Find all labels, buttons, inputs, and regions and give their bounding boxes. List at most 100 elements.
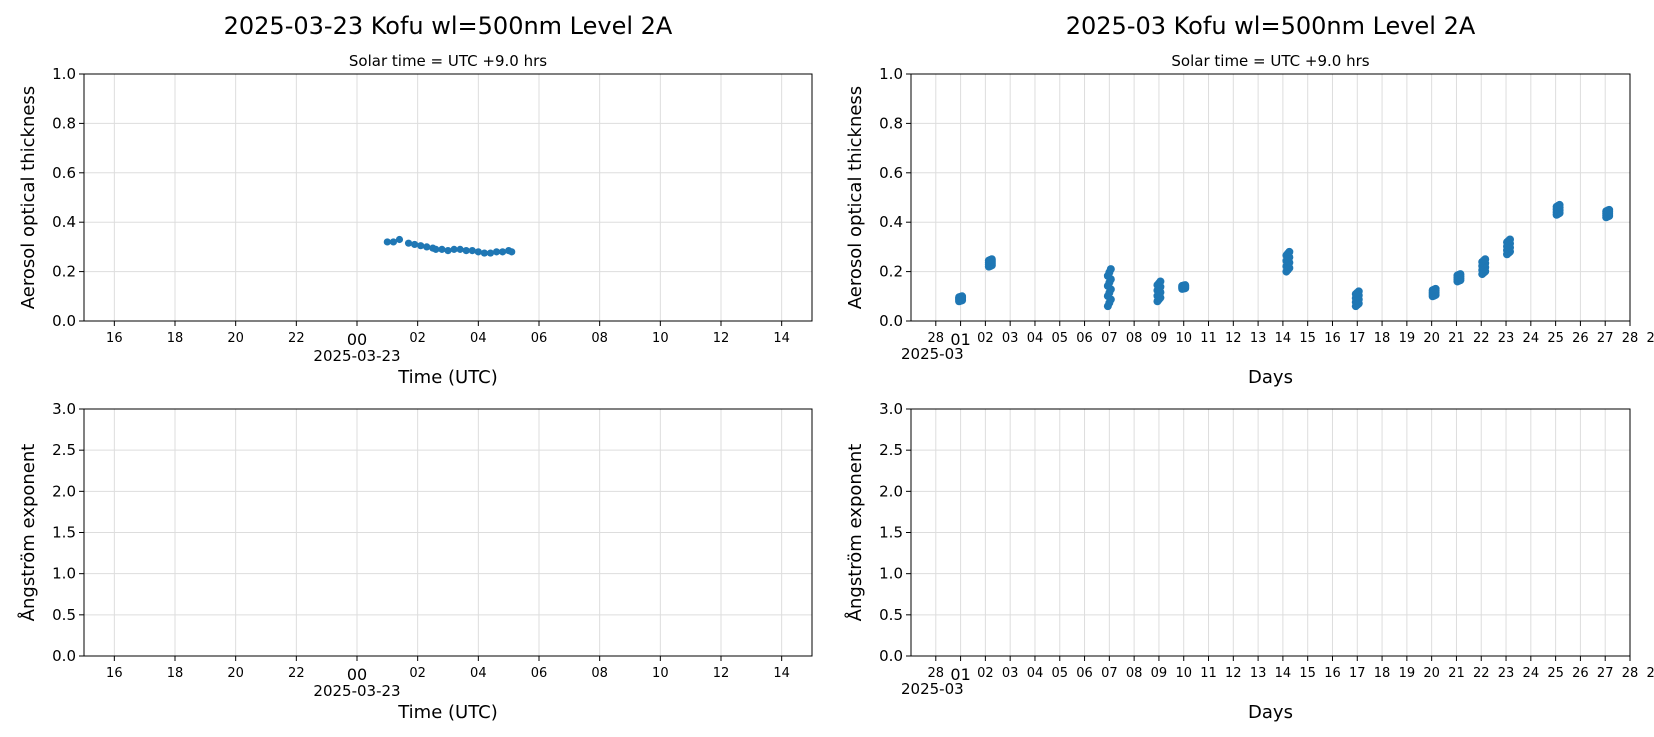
data-point: [395, 235, 404, 244]
data-point: [1181, 281, 1190, 290]
gridlines: [911, 73, 1631, 322]
y-tick-label: 2.0: [52, 482, 76, 500]
x-tick-label: 02: [977, 666, 994, 681]
x-tick-label: 14: [1275, 331, 1292, 346]
chart-subtitle: Solar time = UTC +9.0 hrs: [349, 52, 547, 70]
x-tick-label: 22: [1473, 331, 1490, 346]
x-tick-label: 18: [167, 666, 184, 681]
y-tick-label: 0.0: [52, 647, 76, 665]
panel-4: 0.0 0.5 1.0 1.5 2.0 2.5 3.0 28 01 02 03 04 05 06 07 08 0…: [844, 400, 1654, 723]
data-point: [508, 248, 516, 256]
data-point: [1285, 247, 1294, 256]
y-tick-label: 0.5: [52, 606, 76, 624]
x-tick-label: 13: [1250, 331, 1267, 346]
x-tick-label: 14: [773, 666, 790, 681]
x-tick-label: 08: [1126, 331, 1143, 346]
y-tick-label: 0.8: [879, 114, 903, 132]
x-tick-label: 28: [1622, 666, 1639, 681]
x-tick-label: 03: [1002, 331, 1019, 346]
panel-2: 0.0 0.2 0.4 0.6 0.8 1.0 28 01 02 03 04 05 06 07 08 09 10…: [845, 12, 1654, 388]
x-axis-label: Time (UTC): [397, 367, 498, 388]
x-tick-label: 02: [409, 666, 426, 681]
x-tick-label: 11: [1200, 666, 1217, 681]
y-axis-label: Aerosol optical thickness: [845, 86, 866, 309]
y-tick-label: 2.5: [879, 441, 903, 459]
data-point: [987, 255, 996, 264]
x-tick-label: 01: [950, 330, 970, 349]
x-tick-label: 28: [928, 666, 945, 681]
y-tick-label: 1.5: [879, 524, 903, 542]
x-tick-label: 06: [531, 666, 548, 681]
x-tick-label: 06: [531, 331, 548, 346]
x-date-label: 2025-03-23: [313, 682, 400, 700]
x-tick-label: 26: [1572, 666, 1589, 681]
x-tick-label: 15: [1299, 331, 1316, 346]
x-tick-label: 16: [106, 331, 123, 346]
x-tick-label: 00: [347, 665, 367, 684]
x-tick-label: 20: [1423, 666, 1440, 681]
data-point: [1506, 235, 1515, 244]
x-tick-label: 18: [167, 331, 184, 346]
gridlines: [84, 408, 812, 657]
x-axis-label: Time (UTC): [397, 702, 498, 723]
data-point: [480, 249, 488, 257]
x-tick-label: 07: [1101, 331, 1118, 346]
gridlines: [911, 408, 1631, 657]
y-tick-label: 1.0: [879, 65, 903, 83]
data-point: [1106, 265, 1115, 274]
x-tick-label: 24: [1523, 331, 1540, 346]
x-tick-label: 06: [1076, 666, 1093, 681]
x-tick-label: 21: [1448, 331, 1465, 346]
y-tick-label: 0.0: [879, 312, 903, 330]
y-axis-label: Ångström exponent: [17, 444, 39, 622]
plot-frame: [910, 73, 1631, 322]
x-tick-label: 18: [1374, 331, 1391, 346]
x-tick-label: 04: [1027, 666, 1044, 681]
y-tick-label: 0.6: [52, 164, 76, 182]
x-tick-label: 22: [1473, 666, 1490, 681]
data-point: [383, 238, 391, 246]
data-point: [1481, 255, 1490, 264]
y-tick-label: 0.0: [879, 647, 903, 665]
x-tick-label: 11: [1200, 331, 1217, 346]
y-tick-label: 2.5: [52, 441, 76, 459]
x-tick-label: 14: [1275, 666, 1292, 681]
data-point: [468, 247, 476, 255]
x-tick-label: 05: [1051, 331, 1068, 346]
chart-title: 2025-03 Kofu wl=500nm Level 2A: [1066, 12, 1476, 40]
data-point: [1456, 270, 1465, 279]
data-point: [404, 239, 413, 247]
y-tick-label: 2.0: [879, 482, 903, 500]
data-point: [486, 249, 495, 257]
y-tick-label: 1.5: [52, 524, 76, 542]
data-point: [1431, 284, 1440, 293]
x-tick-label: 23: [1498, 666, 1515, 681]
x-date-label: 2025-03: [901, 345, 964, 363]
x-tick-label: 12: [713, 331, 730, 346]
x-tick-label: 28: [1622, 331, 1639, 346]
data-points: [383, 235, 516, 257]
y-tick-label: 0.5: [879, 606, 903, 624]
x-tick-label: 06: [1076, 331, 1093, 346]
x-tick-label: 00: [347, 330, 367, 349]
x-tick-label: 20: [227, 331, 244, 346]
x-tick-label: 02: [409, 331, 426, 346]
x-tick-label: 12: [713, 666, 730, 681]
x-tick-label: 09: [1151, 666, 1168, 681]
x-date-label: 2025-03-23: [313, 347, 400, 365]
y-tick-label: 0.2: [52, 263, 76, 281]
x-tick-label: 01: [950, 665, 970, 684]
data-point: [1605, 205, 1614, 214]
x-tick-label: 19: [1399, 666, 1416, 681]
x-tick-label: 10: [1175, 331, 1192, 346]
x-tick-label: 08: [591, 666, 608, 681]
x-tick-label: 10: [1175, 666, 1192, 681]
x-tick-label: 24: [1523, 666, 1540, 681]
data-point: [432, 245, 440, 253]
data-point: [1156, 277, 1165, 286]
x-tick-label: 16: [1324, 666, 1341, 681]
x-tick-label: 26: [1572, 331, 1589, 346]
x-tick-label: 09: [1151, 331, 1168, 346]
x-tick-label: 08: [591, 331, 608, 346]
x-tick-label: 12: [1225, 666, 1242, 681]
